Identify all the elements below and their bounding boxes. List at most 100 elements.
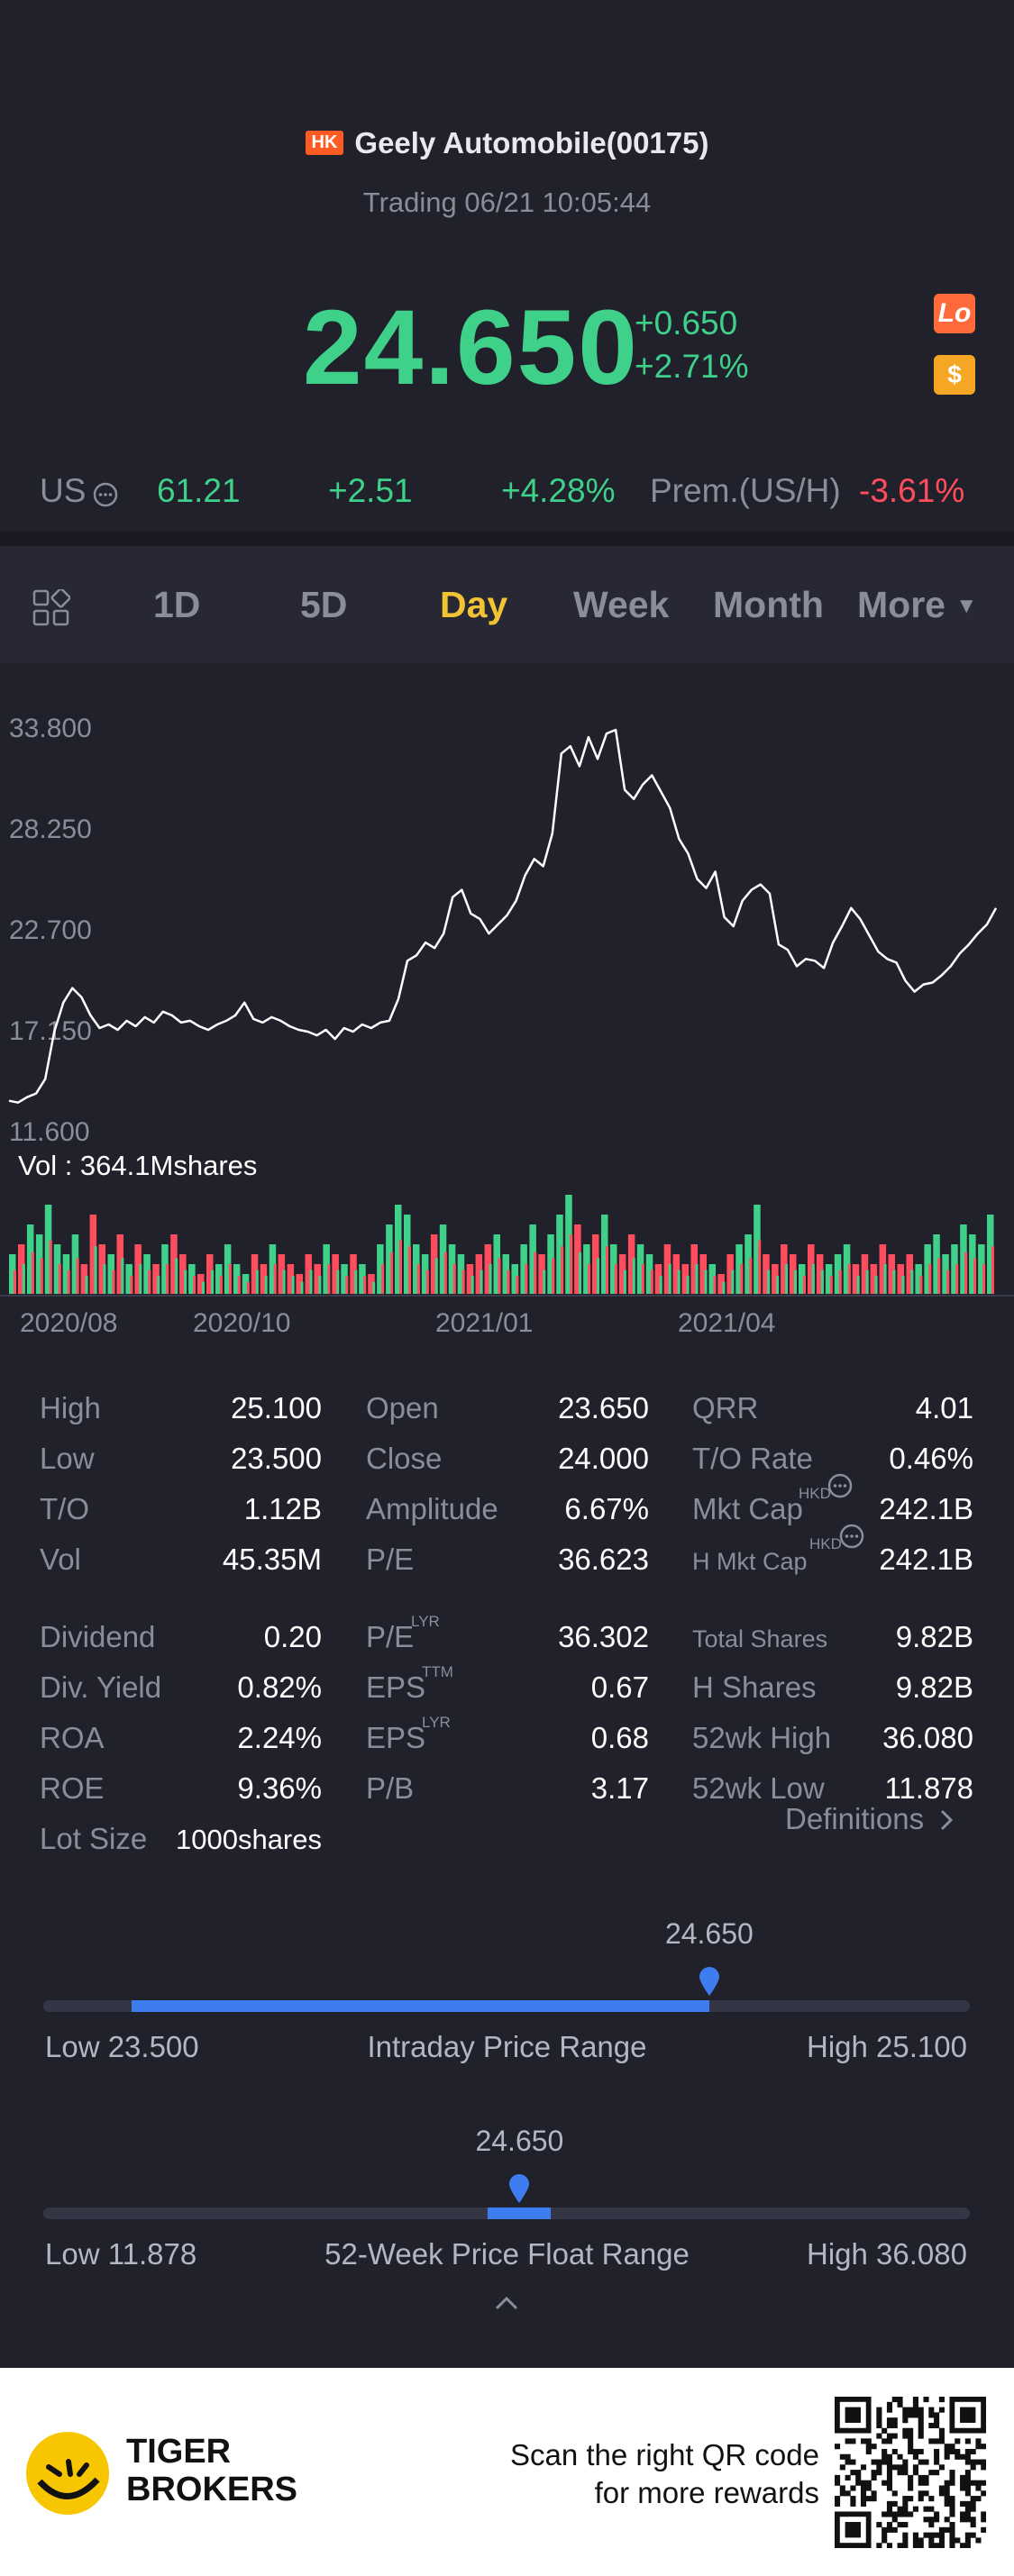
volume-bar: [9, 1254, 16, 1294]
premium-label: Prem.(US/H): [650, 472, 841, 509]
more-info-icon[interactable]: [92, 481, 119, 508]
stat-row: EPS TTM 0.67: [366, 1663, 649, 1710]
volume-bar: [130, 1276, 133, 1294]
volume-bar: [883, 1264, 887, 1294]
volume-bar: [327, 1264, 331, 1294]
volume-bar: [825, 1264, 833, 1294]
volume-bar: [946, 1270, 950, 1294]
volume-bar: [502, 1254, 509, 1294]
stat-row: Low 23.500: [40, 1442, 322, 1481]
us-change-pct: +4.28%: [501, 472, 616, 509]
volume-bar: [579, 1252, 582, 1294]
volume-bar: [264, 1276, 268, 1294]
stat-value: 11.878: [884, 1771, 973, 1805]
volume-bar: [336, 1270, 340, 1294]
volume-bar: [22, 1264, 25, 1294]
volume-bar: [296, 1274, 303, 1294]
stat-row: T/O Rate 0.46%: [692, 1442, 973, 1481]
volume-bar: [847, 1264, 851, 1294]
volume-bar: [175, 1258, 178, 1294]
volume-bar: [520, 1244, 527, 1294]
stat-value: 23.500: [231, 1442, 322, 1475]
volume-bar: [808, 1244, 815, 1294]
volume-bar: [470, 1276, 474, 1294]
volume-bar: [255, 1270, 259, 1294]
tab-more-label: More: [857, 584, 945, 625]
stat-label: H Mkt Cap: [692, 1548, 808, 1575]
volume-bar: [529, 1224, 536, 1294]
price-chart[interactable]: 33.800 28.250 22.700 17.150 11.600 Vol : 364…: [0, 663, 1014, 1348]
volume-bar: [291, 1276, 295, 1294]
volume-bar: [206, 1254, 214, 1294]
volume-bar: [300, 1281, 304, 1294]
stat-row: P/E LYR 36.302: [366, 1613, 649, 1660]
volume-bar: [790, 1254, 797, 1294]
volume-bar: [717, 1274, 725, 1294]
layout-grid-icon[interactable]: [32, 589, 70, 627]
volume-bar: [910, 1270, 914, 1294]
volume-label: Vol : 364.1Mshares: [18, 1150, 257, 1181]
stat-row: High 25.100: [40, 1391, 322, 1431]
market-badge: HK: [305, 130, 344, 155]
volume-bar: [731, 1270, 735, 1294]
volume-bar: [799, 1264, 806, 1294]
stats-panel: High 25.100 Low 23.500 T/O 1.12B Vol 45.35M Divi…: [0, 1379, 1014, 1865]
volume-bar: [892, 1270, 896, 1294]
volume-bar: [152, 1264, 160, 1294]
stat-value: 25.100: [231, 1391, 322, 1425]
stat-label: Dividend: [40, 1620, 156, 1653]
tab-day[interactable]: Day: [440, 584, 508, 625]
qr-code[interactable]: [835, 2397, 986, 2548]
volume-bar: [861, 1254, 869, 1294]
more-info-icon[interactable]: [827, 1472, 854, 1499]
stat-row: H Mkt Cap HKD 242.1B: [692, 1535, 973, 1582]
volume-bar: [534, 1252, 537, 1294]
chevron-up-icon[interactable]: [494, 2294, 519, 2312]
volume-bar: [754, 1205, 761, 1294]
stat-label: P/E: [366, 1543, 415, 1576]
stat-label: Low: [40, 1442, 95, 1475]
tab-1d[interactable]: 1D: [153, 584, 201, 625]
volume-bar: [781, 1244, 788, 1294]
tab-week[interactable]: Week: [573, 584, 670, 625]
volume-bar: [699, 1254, 707, 1294]
stat-value: 9.36%: [237, 1771, 322, 1805]
volume-bar: [865, 1270, 869, 1294]
volume-bar: [681, 1264, 690, 1294]
volume-bar: [924, 1244, 931, 1294]
price-change-pct: +2.71%: [635, 348, 749, 385]
level-order-icon[interactable]: Lo: [934, 294, 975, 333]
volume-bar: [332, 1254, 339, 1294]
volume-bar: [161, 1244, 169, 1294]
definitions-link[interactable]: Definitions: [785, 1802, 955, 1836]
volume-bar: [390, 1252, 394, 1294]
tab-5d[interactable]: 5D: [300, 584, 348, 625]
stat-row: Close 24.000: [366, 1442, 649, 1481]
stat-value: 1.12B: [243, 1492, 322, 1525]
volume-bar: [838, 1270, 842, 1294]
tab-month[interactable]: Month: [713, 584, 824, 625]
intraday-range-fill: [131, 2000, 709, 2012]
x-tick-label: 2021/04: [678, 1308, 775, 1338]
location-pin-icon: [699, 1967, 719, 1996]
stat-label: QRR: [692, 1391, 759, 1425]
volume-bar: [614, 1264, 617, 1294]
tab-more[interactable]: More ▼: [857, 584, 977, 626]
volume-bar: [53, 1244, 61, 1294]
volume-bar: [561, 1246, 564, 1294]
volume-bar: [601, 1215, 608, 1294]
stat-label: ROA: [40, 1721, 105, 1754]
volume-bar: [556, 1215, 563, 1294]
more-info-icon[interactable]: [838, 1523, 865, 1550]
stat-label: P/B: [366, 1771, 415, 1805]
volume-bar: [121, 1258, 124, 1294]
stat-row: Total Shares 9.82B: [692, 1620, 973, 1660]
us-adr-row[interactable]: US 61.21 +2.51 +4.28% Prem.(US/H) -3.61%: [0, 472, 1014, 517]
volume-bar: [915, 1264, 922, 1294]
stat-value: 1000shares: [175, 1824, 322, 1855]
volume-bar: [772, 1264, 779, 1294]
volume-bar: [18, 1244, 25, 1294]
dollar-coin-icon[interactable]: $: [934, 355, 975, 395]
volume-bar: [139, 1264, 142, 1294]
stat-row: P/E 36.623: [366, 1543, 649, 1582]
